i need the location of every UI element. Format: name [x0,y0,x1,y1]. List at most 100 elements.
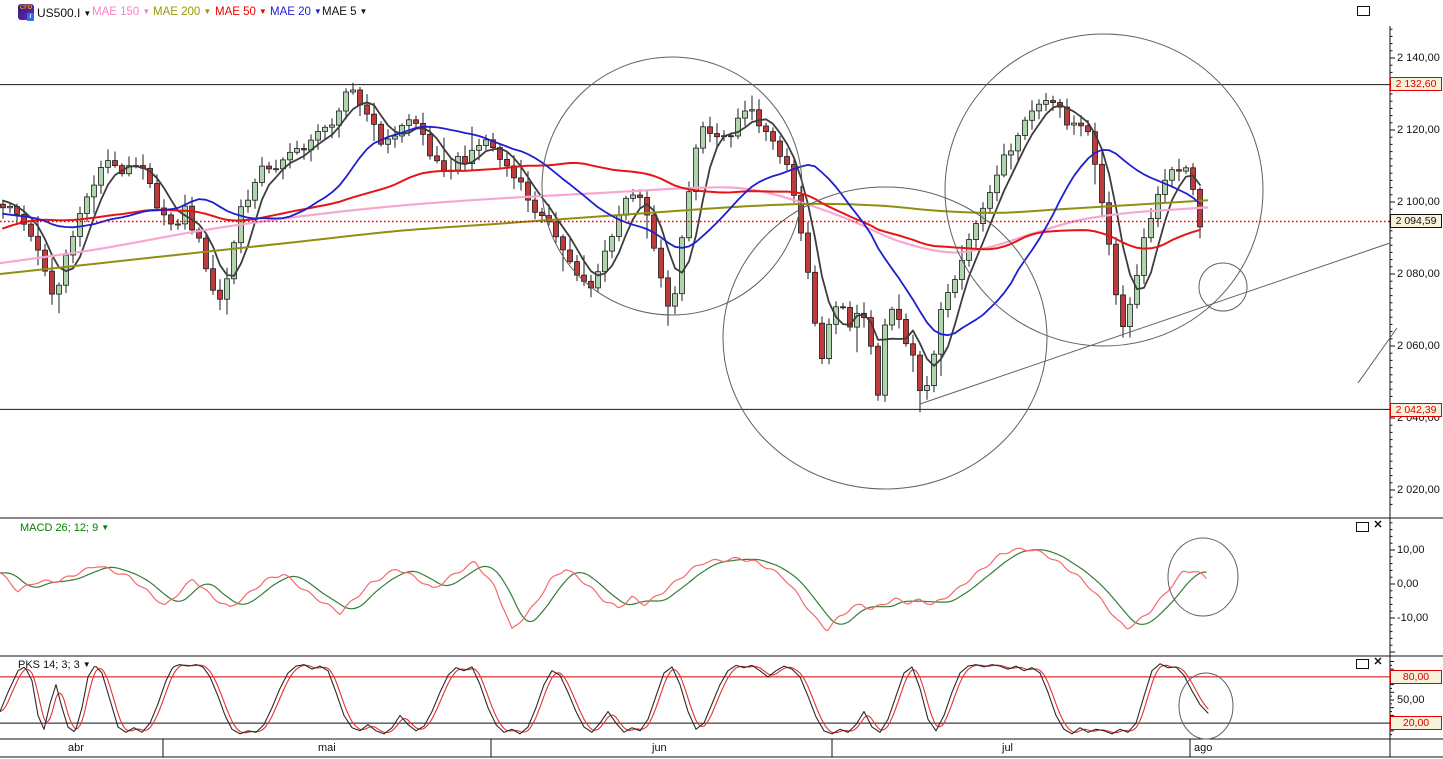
candle-body [476,145,482,151]
candle-body [203,237,209,270]
candle-body [973,223,979,241]
candle-body [35,235,41,251]
candle-body [0,203,6,209]
ma50-line [2,162,1201,251]
candle-body [266,165,272,170]
annotation-circle [1198,262,1248,312]
candle-body [294,148,300,153]
candle-body [1071,122,1077,126]
candle-body [567,249,573,263]
candle-body [175,223,181,226]
candle-body [868,317,874,347]
candle-body [595,271,601,289]
candle-body [819,322,825,360]
ma-indicator-mae-200[interactable]: MAE 200 ▼ [153,6,211,18]
ma200-line [0,199,1209,275]
ma-indicator-label: MAE 20 [270,6,311,18]
chevron-down-icon[interactable]: ▼ [142,7,151,16]
close-pks-button[interactable]: ✕ [1373,656,1383,668]
candle-body [700,126,706,149]
candle-body [392,135,398,140]
candle-body [98,166,104,186]
candle-body [1050,100,1056,103]
ma-indicator-label: MAE 5 [322,6,357,18]
stoch-level-box: 20,00 [1390,716,1442,730]
candle-body [770,131,776,142]
price-level-box: 2 132,60 [1390,77,1442,91]
candle-body [483,139,489,146]
cfd-instrument-icon: CFD i [18,4,34,21]
candle-body [252,181,258,201]
maximize-macd-button[interactable] [1356,522,1369,532]
macd-axis-label: 10,00 [1397,544,1425,556]
candle-body [686,191,692,239]
close-macd-button[interactable]: ✕ [1373,519,1383,531]
candle-body [301,148,307,151]
candle-body [1176,169,1182,172]
cfd-icon-text: CFD [19,5,33,11]
candle-body [1078,122,1084,127]
candle-body [469,149,475,165]
candle-body [217,289,223,300]
candle-body [602,250,608,273]
stoch-level-box: 80,00 [1390,670,1442,684]
macd-axis-label: -10,00 [1397,612,1429,624]
candle-body [231,242,237,280]
candle-body [532,199,538,213]
month-label-ago: ago [1194,742,1213,754]
pks-indicator-label[interactable]: PKS 14; 3; 3 ▼ [18,659,91,671]
ma-indicator-label: MAE 150 [92,6,140,18]
macd-axis-label: 0,00 [1397,578,1419,590]
candle-body [406,119,412,126]
candle-body [434,155,440,162]
maximize-pks-button[interactable] [1356,659,1369,669]
candle-body [1008,150,1014,156]
candle-body [707,126,713,134]
candle-body [1022,119,1028,136]
candle-body [1162,179,1168,195]
candle-body [574,261,580,276]
chevron-down-icon[interactable]: ▼ [359,7,368,16]
month-label-mai: mai [318,742,336,754]
candle-body [658,247,664,279]
ma-indicator-mae-150[interactable]: MAE 150 ▼ [92,6,150,18]
candle-body [147,167,153,185]
candle-body [1113,243,1119,296]
ma-indicator-mae-50[interactable]: MAE 50 ▼ [215,6,267,18]
candle-body [553,221,559,238]
ma-indicator-mae-20[interactable]: MAE 20 ▼ [270,6,322,18]
candle-body [350,89,356,93]
chevron-down-icon[interactable]: ▼ [313,7,322,16]
candle-body [385,138,391,145]
price-axis-label: 2 100,00 [1397,196,1440,208]
candle-body [917,354,923,392]
price-level-box: 2 094,59 [1390,214,1442,228]
candle-body [112,160,118,167]
price-axis-label: 2 020,00 [1397,484,1440,496]
macd-indicator-label[interactable]: MACD 26; 12; 9 ▼ [20,522,109,534]
candle-body [1029,110,1035,121]
macd-signal-line [0,549,1207,625]
annotation-circle [722,186,1048,490]
candle-body [847,306,853,328]
candle-body [56,284,62,295]
ma-indicator-mae-5[interactable]: MAE 5 ▼ [322,6,367,18]
instrument-selector[interactable]: US500.I ▼ [37,6,91,20]
candle-body [105,160,111,168]
chevron-down-icon[interactable]: ▼ [203,7,212,16]
candle-body [763,125,769,132]
maximize-main-button[interactable] [1357,6,1370,16]
chevron-down-icon[interactable]: ▼ [82,660,91,669]
candle-body [623,197,629,216]
candle-body [994,174,1000,194]
candle-body [1001,154,1007,176]
chevron-down-icon[interactable]: ▼ [83,9,92,18]
chevron-down-icon[interactable]: ▼ [258,7,267,16]
chevron-down-icon[interactable]: ▼ [101,523,110,532]
annotation-trendline [919,242,1391,405]
candle-body [42,249,48,272]
candle-body [945,292,951,311]
candle-body [154,183,160,209]
